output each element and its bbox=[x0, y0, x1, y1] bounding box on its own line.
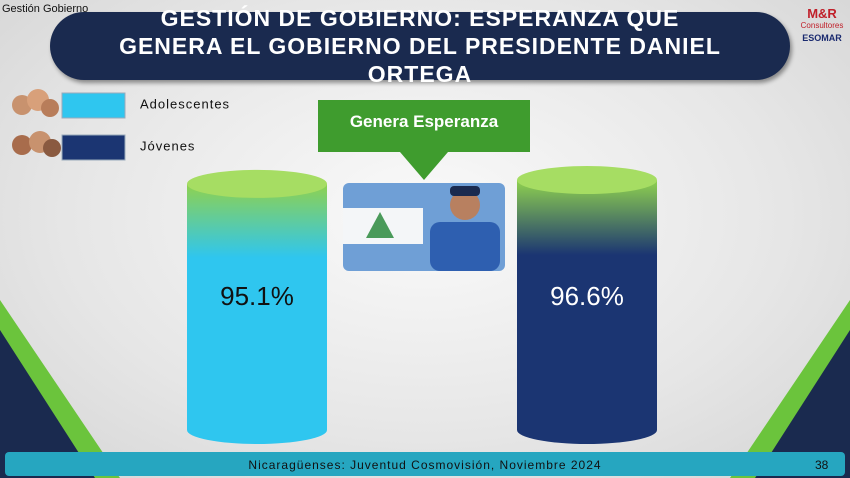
value-label: 96.6% bbox=[550, 281, 624, 311]
logo-brand: M&R bbox=[807, 6, 837, 21]
logo: M&R Consultores ESOMAR bbox=[798, 6, 846, 44]
footer-source: Nicaragüenses: Juventud Cosmovisión, Nov… bbox=[248, 458, 602, 472]
logo-assoc: ESOMAR bbox=[802, 33, 842, 43]
page-number: 38 bbox=[815, 458, 829, 472]
legend-swatch bbox=[61, 134, 126, 161]
legend-label: Jóvenes bbox=[140, 138, 195, 153]
bar bbox=[517, 180, 657, 430]
cylinder-top bbox=[187, 169, 327, 198]
value-label: 95.1% bbox=[220, 281, 294, 311]
cylinder-top bbox=[517, 166, 657, 194]
logo-sub: Consultores bbox=[800, 21, 844, 30]
annotation: Genera Esperanza bbox=[349, 112, 499, 131]
bar bbox=[187, 183, 327, 430]
legend-label: Adolescentes bbox=[140, 96, 230, 111]
legend-swatch bbox=[61, 92, 126, 119]
section-label: Gestión Gobierno bbox=[2, 3, 89, 15]
